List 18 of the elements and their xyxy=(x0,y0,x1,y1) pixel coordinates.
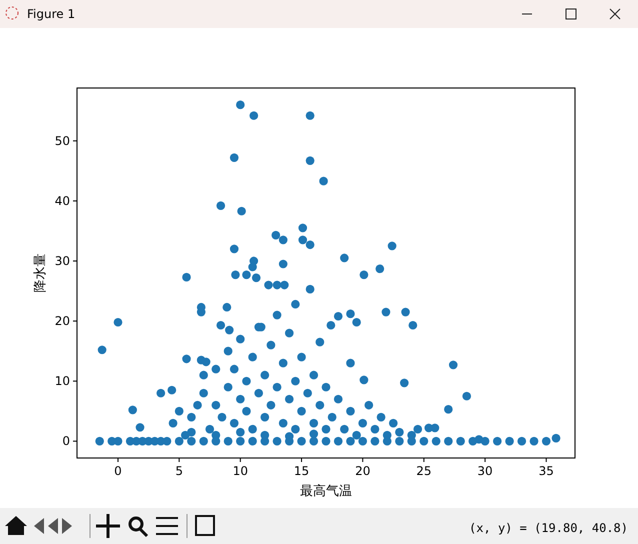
x-axis-title: 最高气温 xyxy=(300,483,352,499)
x-tick-label: 20 xyxy=(355,464,370,478)
text: (x, y) = (19.80, 40.8) xyxy=(469,521,628,535)
caption: Figure 1 xyxy=(27,7,76,21)
x-tick-label: 5 xyxy=(175,464,183,478)
x-tick-label: 10 xyxy=(232,464,248,478)
y-tick-label: 40 xyxy=(54,194,70,208)
x-tick-label: 25 xyxy=(416,464,432,478)
x-tick-label: 30 xyxy=(477,464,493,478)
y-axis-title: 降水量 xyxy=(33,254,48,292)
x-tick-label: 15 xyxy=(294,464,310,478)
y-tick-label: 30 xyxy=(54,254,70,268)
y-tick-label: 0 xyxy=(62,434,70,448)
x-tick-label: 35 xyxy=(538,464,554,478)
y-tick-label: 50 xyxy=(54,134,70,148)
x-tick-label: 0 xyxy=(114,464,122,478)
y-tick-label: 10 xyxy=(54,374,70,388)
y-tick-label: 20 xyxy=(54,314,70,328)
